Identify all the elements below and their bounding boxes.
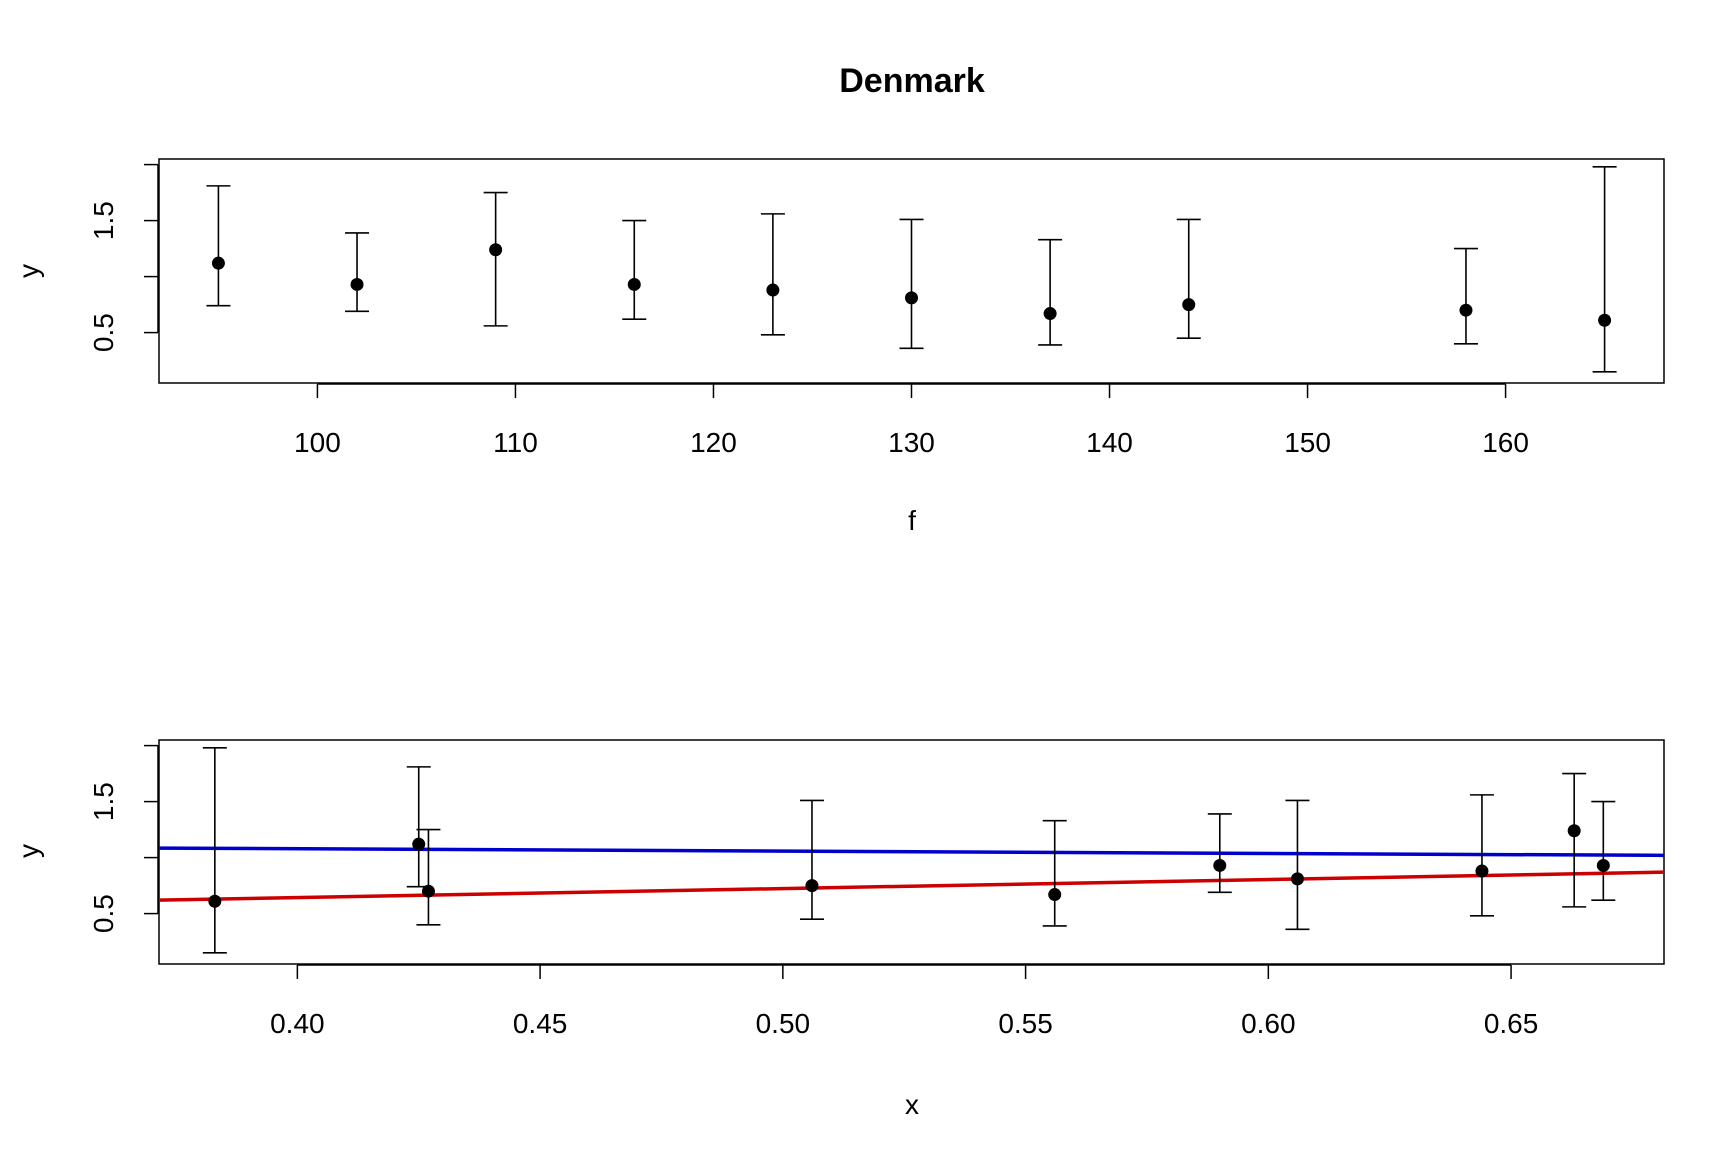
data-point: [1048, 888, 1062, 902]
data-point: [1182, 298, 1196, 312]
x-tick-label: 0.55: [998, 1008, 1053, 1039]
data-point: [627, 277, 641, 291]
data-point: [1475, 864, 1489, 878]
data-point: [350, 277, 364, 291]
data-point: [489, 243, 503, 257]
y-tick-label: 0.5: [88, 894, 119, 933]
y-axis-label: y: [13, 264, 44, 278]
x-tick-label: 120: [690, 427, 737, 458]
x-tick-label: 0.60: [1241, 1008, 1296, 1039]
data-point: [1459, 303, 1473, 317]
data-point: [1598, 313, 1612, 327]
top-panel: 100 110 120 130 140 150 160 0.5 1.5 f y: [13, 158, 1665, 536]
x-tick-label: 110: [493, 427, 538, 458]
data-point: [805, 879, 819, 893]
data-point: [1043, 307, 1057, 321]
data-point: [412, 837, 426, 851]
data-point: [1596, 858, 1610, 872]
data-point: [766, 283, 780, 297]
x-axis: 100 110 120 130 140 150 160: [294, 383, 1529, 458]
x-tick-label: 0.50: [756, 1008, 811, 1039]
chart-title: Denmark: [839, 62, 985, 100]
data-point: [208, 894, 222, 908]
plot-box: [158, 158, 1665, 384]
y-tick-label: 1.5: [88, 201, 119, 240]
data-point: [421, 884, 435, 898]
x-axis: 0.40 0.45 0.50 0.55 0.60 0.65: [270, 964, 1539, 1039]
fit-line: [158, 846, 1665, 858]
x-tick-label: 160: [1482, 427, 1529, 458]
fit-line: [158, 870, 1665, 902]
plot-box: [158, 739, 1665, 965]
x-tick-label: 0.65: [1484, 1008, 1539, 1039]
x-tick-label: 130: [888, 427, 935, 458]
data-point: [1213, 858, 1227, 872]
x-tick-label: 0.45: [513, 1008, 568, 1039]
data-point: [1290, 872, 1304, 886]
y-tick-label: 0.5: [88, 313, 119, 352]
data-points: [211, 243, 1612, 327]
bottom-panel: 0.40 0.45 0.50 0.55 0.60 0.65 0.5 1.5 x y: [13, 739, 1665, 1120]
error-bars: [202, 747, 1616, 954]
data-points: [208, 824, 1610, 908]
data-point: [905, 291, 918, 305]
y-axis: 0.5 1.5: [88, 744, 159, 933]
x-axis-label: x: [905, 1089, 919, 1120]
y-axis: 0.5 1.5: [88, 163, 159, 352]
x-tick-label: 100: [294, 427, 341, 458]
x-tick-label: 150: [1284, 427, 1331, 458]
x-tick-label: 140: [1086, 427, 1133, 458]
error-bars: [206, 166, 1617, 373]
data-point: [211, 256, 225, 270]
x-tick-label: 0.40: [270, 1008, 325, 1039]
fit-lines: [158, 846, 1665, 902]
y-axis-label: y: [13, 844, 44, 858]
data-point: [1567, 824, 1581, 838]
x-axis-label: f: [908, 505, 916, 536]
y-tick-label: 1.5: [88, 782, 119, 821]
